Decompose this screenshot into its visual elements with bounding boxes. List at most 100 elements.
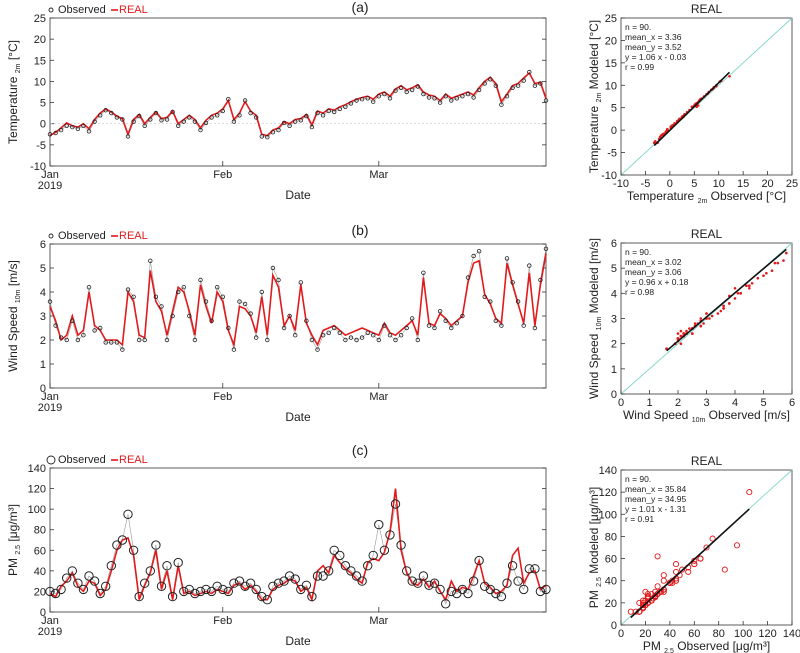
legend-observed-marker [48, 7, 54, 13]
scatter-x-label-tail: Observed [μg/m³] [674, 639, 770, 653]
y-tick-label: 5 [40, 263, 46, 275]
observed-point [159, 304, 164, 309]
observed-point [315, 347, 320, 352]
observed-point [281, 120, 287, 126]
observed-point [203, 120, 209, 126]
scatter-y-label-tail: Modeled [°C] [587, 20, 601, 93]
scatter-point [699, 324, 703, 328]
observed-point [142, 123, 147, 128]
y-tick-label: 40 [34, 566, 46, 578]
scatter-point [748, 287, 751, 290]
scatter-stat-1: mean_x = 35.84 [625, 484, 686, 494]
observed-point [287, 313, 292, 319]
scatter-panel-0: REAL-10-10-5-500551010151520202525Temper… [587, 2, 798, 205]
observed-point [265, 337, 270, 343]
observed-line [49, 503, 547, 605]
observed-point [276, 277, 281, 283]
legend-observed-label: Observed [58, 4, 106, 16]
scatter-x-tick-label: 40 [664, 628, 676, 640]
observed-point [75, 126, 81, 131]
scatter-y-label-group: Temperature 2m Modeled [°C] [587, 20, 603, 173]
observed-point [70, 318, 75, 323]
observed-point [488, 299, 493, 304]
observed-point [307, 591, 317, 602]
scatter-point [693, 322, 697, 325]
observed-point [421, 91, 426, 97]
observed-point [357, 576, 367, 586]
y-tick-label: 10 [34, 76, 46, 88]
observed-point [435, 584, 445, 595]
scatter-point [627, 608, 634, 615]
observed-point [482, 294, 487, 299]
observed-point [443, 93, 448, 99]
y-tick-label: 25 [34, 13, 46, 25]
x-tick-label: Mar [369, 169, 388, 181]
observed-point [259, 134, 264, 139]
scatter-point [652, 141, 656, 144]
observed-point [67, 566, 78, 576]
scatter-y-tick-label: 5 [611, 103, 617, 115]
observed-point [371, 99, 376, 104]
scatter-stat-2: mean_y = 3.52 [625, 42, 682, 52]
observed-point [114, 340, 120, 345]
observed-point [348, 101, 354, 106]
y-axis-label-main: Temperature [6, 73, 20, 144]
y-tick-label: 20 [34, 586, 46, 598]
scatter-y-tick-label: -10 [601, 170, 617, 182]
observed-point [120, 117, 125, 122]
observed-point [273, 578, 284, 588]
observed-point [86, 129, 92, 134]
regression-line [653, 71, 731, 147]
observed-point [312, 571, 323, 581]
observed-line [49, 71, 547, 138]
observed-point [524, 564, 534, 574]
observed-point [117, 535, 128, 545]
observed-point [276, 127, 281, 133]
observed-point [212, 581, 222, 591]
observed-point [410, 316, 415, 321]
observed-point [92, 119, 97, 124]
scatter-x-tick-label: 5 [760, 397, 766, 409]
scatter-point [644, 593, 651, 600]
observed-point [359, 96, 365, 102]
scatter-y-tick-label: 20 [605, 35, 617, 47]
observed-point [443, 318, 448, 323]
observed-point [510, 85, 515, 90]
y-axis-label-group: Wind Speed 10m [m/s] [6, 260, 22, 372]
x-axis-label: Date [285, 634, 311, 648]
scatter-stat-4: r = 0.98 [625, 287, 654, 297]
observed-point [170, 109, 175, 115]
scatter-point [695, 105, 698, 109]
observed-point [81, 123, 86, 128]
observed-point [120, 347, 125, 352]
observed-point [89, 576, 100, 586]
observed-point [471, 253, 476, 259]
observed-point [348, 335, 354, 340]
observed-point [270, 265, 276, 271]
observed-point [58, 335, 64, 340]
observed-point [145, 566, 156, 576]
y-axis-label-tail: [μg/m³] [6, 504, 20, 545]
observed-point [257, 591, 267, 602]
scatter-point [719, 309, 723, 313]
observed-point [429, 578, 440, 588]
observed-point [332, 109, 337, 115]
observed-point [240, 581, 250, 591]
scatter-y-label: Wind Speed 10m Modeled [m/s] [587, 238, 603, 399]
scatter-x-tick-label: 10 [713, 178, 725, 190]
observed-point [535, 586, 546, 597]
scatter-point [782, 259, 785, 262]
observed-point [365, 96, 370, 101]
scatter-y-tick-label: 20 [605, 598, 617, 610]
scatter-point [736, 292, 740, 295]
y-tick-label: 20 [34, 34, 46, 46]
legend-real-label: REAL [119, 4, 148, 16]
observed-point [131, 294, 136, 299]
observed-point [218, 584, 228, 595]
scatter-x-tick-label: 15 [737, 178, 749, 190]
observed-point [476, 87, 482, 93]
scatter-point [733, 287, 737, 290]
observed-point [476, 248, 482, 254]
scatter-stat-0: n = 90. [625, 474, 651, 484]
observed-point [337, 330, 342, 335]
